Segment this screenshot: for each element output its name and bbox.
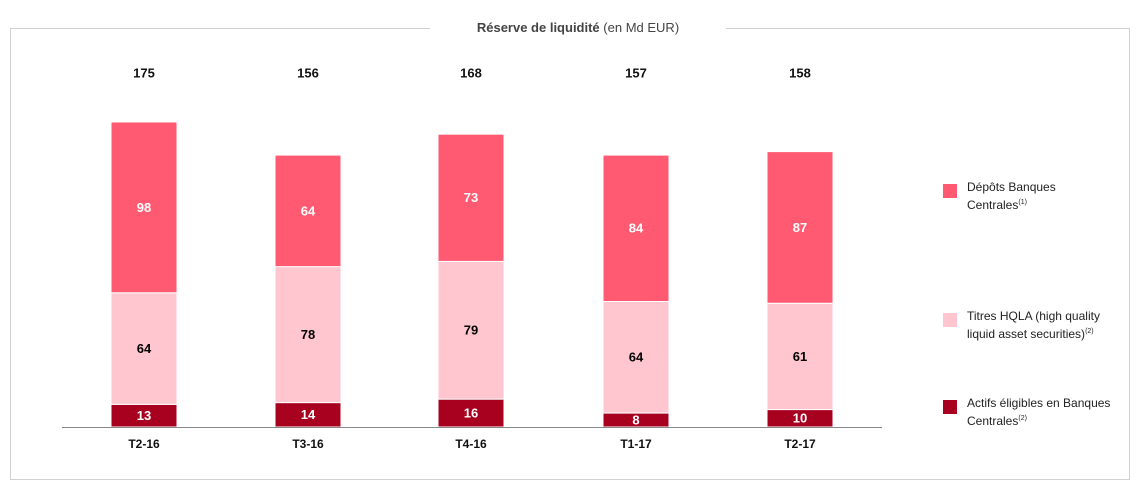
bar-segment: [437, 133, 505, 262]
total-label: 157: [625, 65, 647, 80]
bar-segment: [766, 302, 834, 411]
legend-note: (1): [1018, 199, 1027, 206]
total-label: 175: [133, 65, 155, 80]
legend-note: (2): [1018, 415, 1027, 422]
legend-label: Titres HQLA (high quality liquid asset s…: [967, 309, 1100, 341]
chart-title-group: Réserve de liquidité (en Md EUR): [477, 20, 679, 35]
total-label: 168: [460, 65, 482, 80]
legend-text: Titres HQLA (high quality liquid asset s…: [967, 309, 1117, 342]
segment-label: 79: [464, 323, 478, 338]
legend-label: Actifs éligibles en Banques Centrales: [967, 396, 1111, 428]
legend-item: Dépôts Banques Centrales(1): [943, 180, 1117, 213]
bar-segment: [766, 151, 834, 304]
x-tick-label: T4-16: [455, 437, 487, 451]
segment-label: 78: [301, 327, 315, 342]
segment-label: 14: [301, 407, 316, 422]
segment-label: 84: [629, 221, 644, 236]
x-tick-label: T2-17: [784, 437, 816, 451]
legend-swatch: [943, 400, 957, 414]
x-tick-label: T2-16: [128, 437, 160, 451]
segment-label: 64: [137, 341, 152, 356]
chart-subtitle: (en Md EUR): [603, 20, 679, 35]
segment-label: 73: [464, 190, 478, 205]
bar-segment: [274, 154, 342, 268]
segment-label: 64: [301, 203, 316, 218]
x-tick-label: T1-17: [620, 437, 652, 451]
bar-segment: [602, 154, 670, 303]
segment-label: 61: [793, 349, 807, 364]
bar-segment: [437, 398, 505, 428]
segment-label: 64: [629, 350, 644, 365]
bar-segment: [110, 292, 178, 405]
legend-note: (2): [1085, 328, 1094, 335]
x-tick-label: T3-16: [292, 437, 324, 451]
title-bg: [430, 18, 726, 38]
legend-swatch: [943, 313, 957, 327]
bar-segment: [437, 260, 505, 400]
segment-label: 8: [632, 412, 639, 427]
legend-text: Dépôts Banques Centrales(1): [967, 180, 1117, 213]
segment-label: 13: [137, 408, 151, 423]
legend-text: Actifs éligibles en Banques Centrales(2): [967, 396, 1117, 429]
segment-label: 10: [793, 411, 807, 426]
segment-label: 87: [793, 220, 807, 235]
legend-item: Titres HQLA (high quality liquid asset s…: [943, 309, 1117, 342]
legend-item: Actifs éligibles en Banques Centrales(2): [943, 396, 1117, 429]
bar-segment: [602, 301, 670, 414]
total-label: 156: [297, 65, 319, 80]
chart-title: Réserve de liquidité: [477, 20, 600, 35]
total-label: 158: [789, 65, 811, 80]
bar-segment: [274, 266, 342, 404]
bar-segment: [110, 121, 178, 294]
segment-label: 98: [137, 200, 151, 215]
legend-swatch: [943, 184, 957, 198]
legend-label: Dépôts Banques Centrales: [967, 180, 1056, 212]
segment-label: 16: [464, 405, 478, 420]
